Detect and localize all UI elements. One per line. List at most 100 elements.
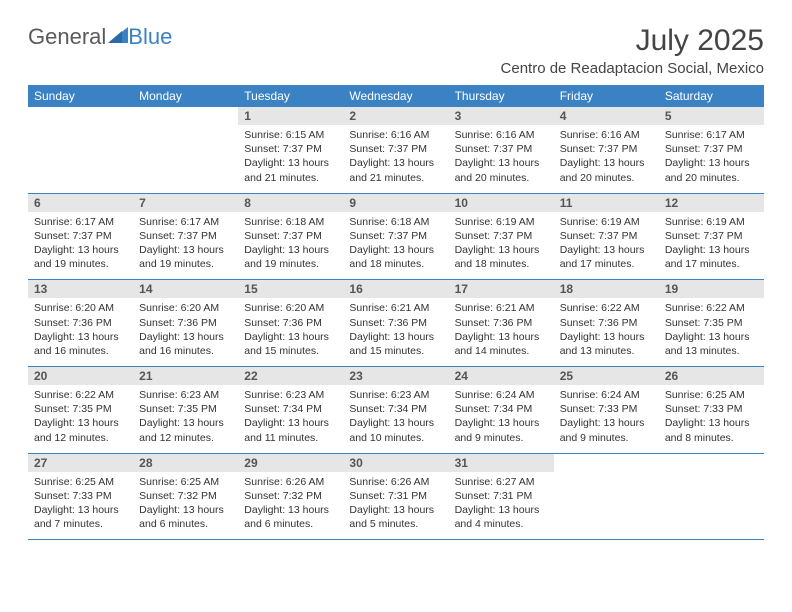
day-number: 24 [449, 367, 554, 385]
calendar-cell: 26Sunrise: 6:25 AMSunset: 7:33 PMDayligh… [659, 367, 764, 454]
calendar-cell: 8Sunrise: 6:18 AMSunset: 7:37 PMDaylight… [238, 193, 343, 280]
day-number: 14 [133, 280, 238, 298]
calendar-cell: 5Sunrise: 6:17 AMSunset: 7:37 PMDaylight… [659, 107, 764, 193]
day-header: Friday [554, 85, 659, 107]
day-details: Sunrise: 6:24 AMSunset: 7:34 PMDaylight:… [449, 385, 554, 453]
day-details: Sunrise: 6:17 AMSunset: 7:37 PMDaylight:… [133, 212, 238, 280]
day-details: Sunrise: 6:25 AMSunset: 7:33 PMDaylight:… [659, 385, 764, 453]
logo-text-1: General [28, 24, 106, 50]
day-number: 8 [238, 194, 343, 212]
calendar-cell [554, 453, 659, 540]
day-details: Sunrise: 6:22 AMSunset: 7:35 PMDaylight:… [28, 385, 133, 453]
day-number: 5 [659, 107, 764, 125]
day-header: Monday [133, 85, 238, 107]
calendar-cell: 21Sunrise: 6:23 AMSunset: 7:35 PMDayligh… [133, 367, 238, 454]
day-details: Sunrise: 6:19 AMSunset: 7:37 PMDaylight:… [449, 212, 554, 280]
calendar-cell: 28Sunrise: 6:25 AMSunset: 7:32 PMDayligh… [133, 453, 238, 540]
calendar-cell [133, 107, 238, 193]
day-details: Sunrise: 6:20 AMSunset: 7:36 PMDaylight:… [238, 298, 343, 366]
day-header: Wednesday [343, 85, 448, 107]
day-number: 4 [554, 107, 659, 125]
calendar-cell: 9Sunrise: 6:18 AMSunset: 7:37 PMDaylight… [343, 193, 448, 280]
calendar-cell: 2Sunrise: 6:16 AMSunset: 7:37 PMDaylight… [343, 107, 448, 193]
calendar-cell: 29Sunrise: 6:26 AMSunset: 7:32 PMDayligh… [238, 453, 343, 540]
day-number: 10 [449, 194, 554, 212]
calendar-cell [659, 453, 764, 540]
day-details: Sunrise: 6:26 AMSunset: 7:32 PMDaylight:… [238, 472, 343, 540]
day-number: 9 [343, 194, 448, 212]
calendar-cell: 14Sunrise: 6:20 AMSunset: 7:36 PMDayligh… [133, 280, 238, 367]
calendar-cell: 7Sunrise: 6:17 AMSunset: 7:37 PMDaylight… [133, 193, 238, 280]
calendar-cell: 1Sunrise: 6:15 AMSunset: 7:37 PMDaylight… [238, 107, 343, 193]
day-number: 12 [659, 194, 764, 212]
day-details: Sunrise: 6:17 AMSunset: 7:37 PMDaylight:… [659, 125, 764, 193]
calendar-cell: 31Sunrise: 6:27 AMSunset: 7:31 PMDayligh… [449, 453, 554, 540]
day-details: Sunrise: 6:23 AMSunset: 7:34 PMDaylight:… [343, 385, 448, 453]
day-details: Sunrise: 6:21 AMSunset: 7:36 PMDaylight:… [449, 298, 554, 366]
calendar-cell: 19Sunrise: 6:22 AMSunset: 7:35 PMDayligh… [659, 280, 764, 367]
day-details: Sunrise: 6:23 AMSunset: 7:34 PMDaylight:… [238, 385, 343, 453]
calendar-cell: 20Sunrise: 6:22 AMSunset: 7:35 PMDayligh… [28, 367, 133, 454]
day-number: 21 [133, 367, 238, 385]
calendar-cell: 15Sunrise: 6:20 AMSunset: 7:36 PMDayligh… [238, 280, 343, 367]
day-details: Sunrise: 6:25 AMSunset: 7:33 PMDaylight:… [28, 472, 133, 540]
day-number: 25 [554, 367, 659, 385]
day-number: 18 [554, 280, 659, 298]
day-number: 15 [238, 280, 343, 298]
day-number: 1 [238, 107, 343, 125]
location-subtitle: Centro de Readaptacion Social, Mexico [501, 60, 764, 77]
day-details: Sunrise: 6:25 AMSunset: 7:32 PMDaylight:… [133, 472, 238, 540]
day-number: 13 [28, 280, 133, 298]
calendar-cell: 16Sunrise: 6:21 AMSunset: 7:36 PMDayligh… [343, 280, 448, 367]
calendar-cell: 3Sunrise: 6:16 AMSunset: 7:37 PMDaylight… [449, 107, 554, 193]
day-number: 23 [343, 367, 448, 385]
calendar-cell: 6Sunrise: 6:17 AMSunset: 7:37 PMDaylight… [28, 193, 133, 280]
day-details: Sunrise: 6:16 AMSunset: 7:37 PMDaylight:… [449, 125, 554, 193]
day-header: Tuesday [238, 85, 343, 107]
day-number: 20 [28, 367, 133, 385]
day-number: 28 [133, 454, 238, 472]
calendar-cell: 13Sunrise: 6:20 AMSunset: 7:36 PMDayligh… [28, 280, 133, 367]
calendar-cell: 18Sunrise: 6:22 AMSunset: 7:36 PMDayligh… [554, 280, 659, 367]
day-details: Sunrise: 6:22 AMSunset: 7:36 PMDaylight:… [554, 298, 659, 366]
day-number: 29 [238, 454, 343, 472]
page-title: July 2025 [501, 24, 764, 58]
day-number: 19 [659, 280, 764, 298]
day-number: 16 [343, 280, 448, 298]
logo: General Blue [28, 24, 172, 50]
day-details: Sunrise: 6:20 AMSunset: 7:36 PMDaylight:… [28, 298, 133, 366]
day-details: Sunrise: 6:21 AMSunset: 7:36 PMDaylight:… [343, 298, 448, 366]
calendar-cell: 4Sunrise: 6:16 AMSunset: 7:37 PMDaylight… [554, 107, 659, 193]
calendar-cell: 25Sunrise: 6:24 AMSunset: 7:33 PMDayligh… [554, 367, 659, 454]
calendar-cell: 12Sunrise: 6:19 AMSunset: 7:37 PMDayligh… [659, 193, 764, 280]
day-details: Sunrise: 6:17 AMSunset: 7:37 PMDaylight:… [28, 212, 133, 280]
day-details: Sunrise: 6:19 AMSunset: 7:37 PMDaylight:… [554, 212, 659, 280]
day-number: 17 [449, 280, 554, 298]
day-number: 2 [343, 107, 448, 125]
day-number: 11 [554, 194, 659, 212]
day-number: 7 [133, 194, 238, 212]
day-details: Sunrise: 6:15 AMSunset: 7:37 PMDaylight:… [238, 125, 343, 193]
day-details: Sunrise: 6:23 AMSunset: 7:35 PMDaylight:… [133, 385, 238, 453]
calendar-cell: 24Sunrise: 6:24 AMSunset: 7:34 PMDayligh… [449, 367, 554, 454]
day-details: Sunrise: 6:22 AMSunset: 7:35 PMDaylight:… [659, 298, 764, 366]
day-details: Sunrise: 6:18 AMSunset: 7:37 PMDaylight:… [343, 212, 448, 280]
calendar-cell: 11Sunrise: 6:19 AMSunset: 7:37 PMDayligh… [554, 193, 659, 280]
calendar-cell: 23Sunrise: 6:23 AMSunset: 7:34 PMDayligh… [343, 367, 448, 454]
day-number: 30 [343, 454, 448, 472]
day-details: Sunrise: 6:26 AMSunset: 7:31 PMDaylight:… [343, 472, 448, 540]
day-number: 6 [28, 194, 133, 212]
page-header: General Blue July 2025 Centro de Readapt… [28, 24, 764, 77]
calendar-cell: 22Sunrise: 6:23 AMSunset: 7:34 PMDayligh… [238, 367, 343, 454]
day-details: Sunrise: 6:24 AMSunset: 7:33 PMDaylight:… [554, 385, 659, 453]
day-number: 31 [449, 454, 554, 472]
calendar-table: SundayMondayTuesdayWednesdayThursdayFrid… [28, 85, 764, 540]
logo-triangle-icon [108, 23, 128, 49]
day-details: Sunrise: 6:18 AMSunset: 7:37 PMDaylight:… [238, 212, 343, 280]
day-header: Sunday [28, 85, 133, 107]
day-header: Saturday [659, 85, 764, 107]
day-number: 27 [28, 454, 133, 472]
day-details: Sunrise: 6:27 AMSunset: 7:31 PMDaylight:… [449, 472, 554, 540]
day-details: Sunrise: 6:16 AMSunset: 7:37 PMDaylight:… [343, 125, 448, 193]
day-details: Sunrise: 6:16 AMSunset: 7:37 PMDaylight:… [554, 125, 659, 193]
